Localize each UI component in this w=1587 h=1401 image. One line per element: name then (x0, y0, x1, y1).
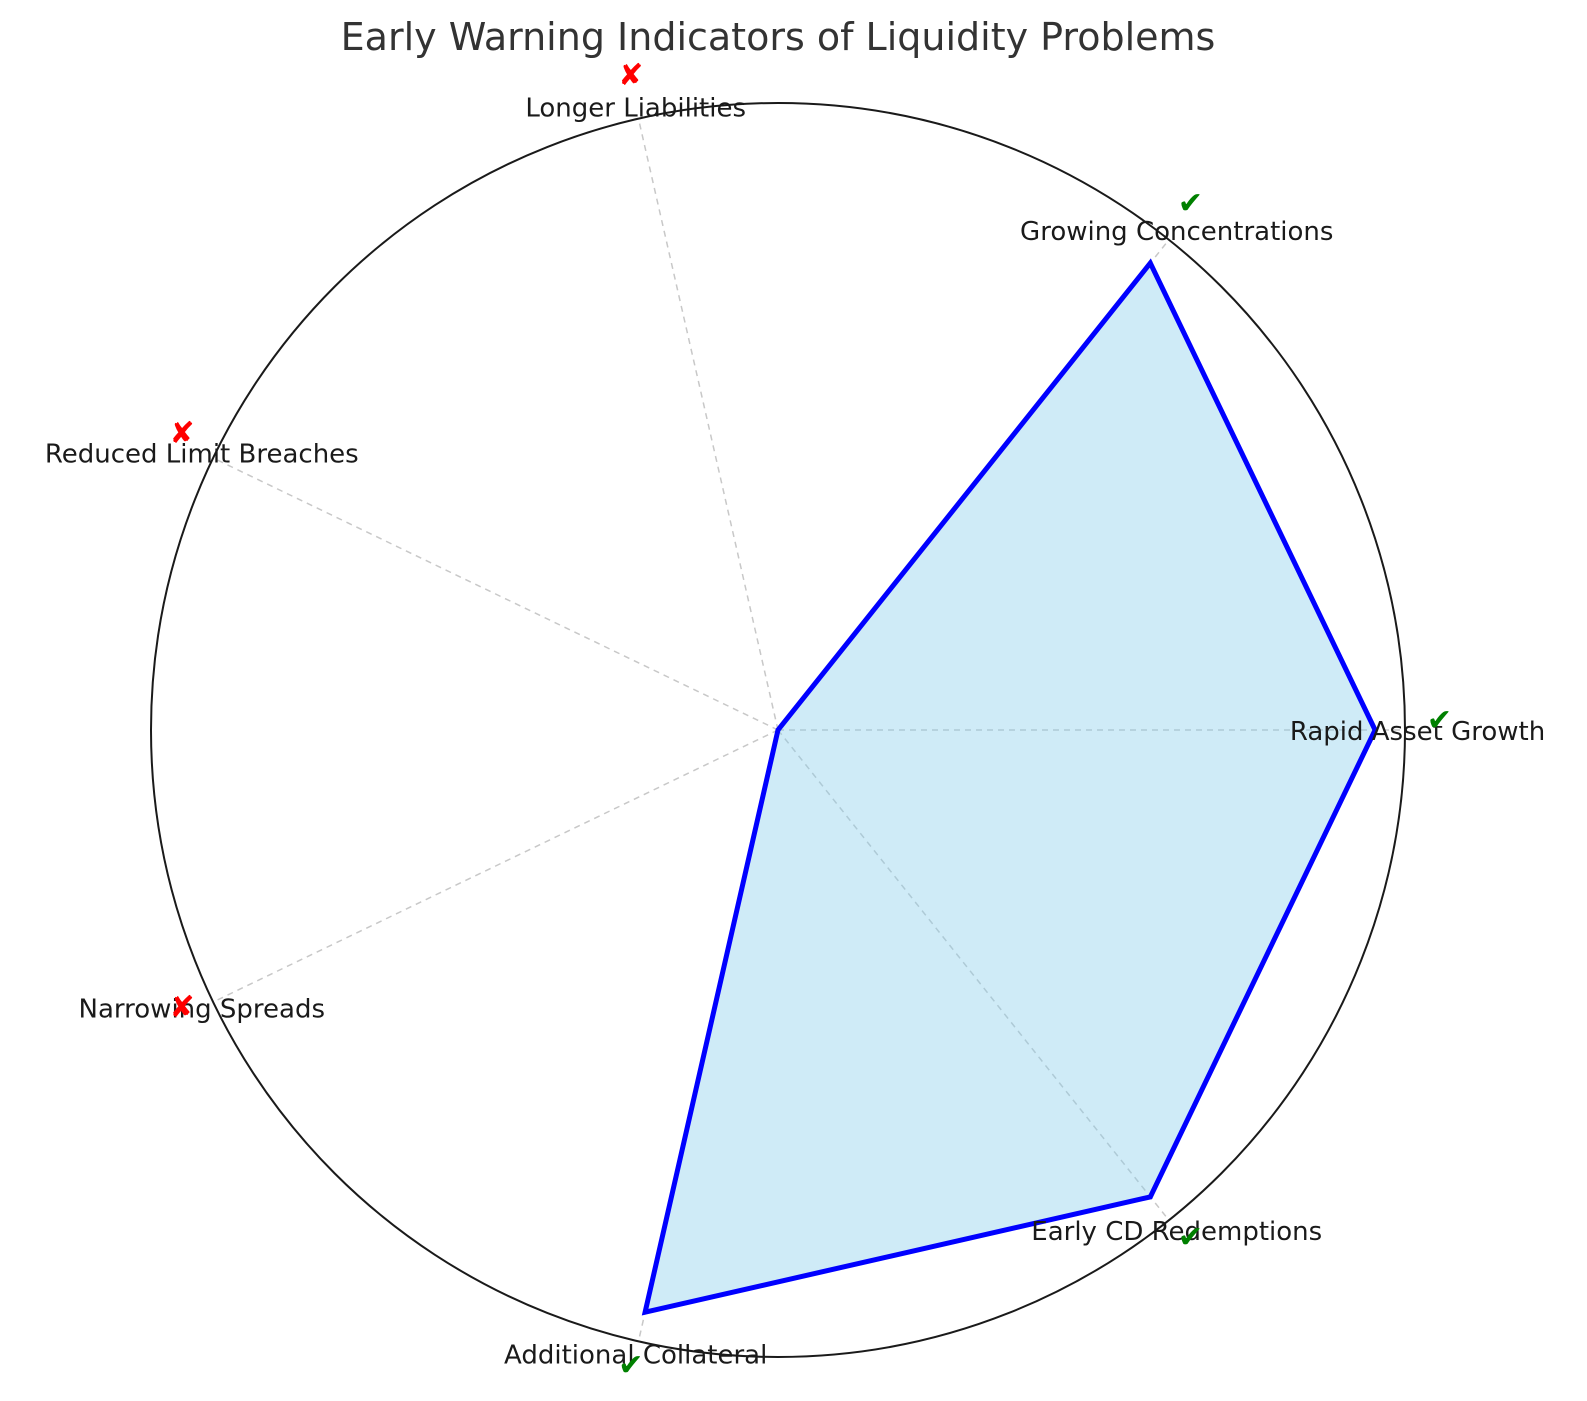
category-label-longer-liabilities: Longer Liabilities (525, 93, 746, 123)
grid-spoke-longer-liabilities (637, 118, 779, 731)
category-label-additional-collateral: Additional Collateral (504, 1341, 767, 1371)
grid-spoke-reduced-limit-breaches (212, 457, 779, 731)
cross-icon-narrowing-spreads: ✘ (169, 990, 194, 1025)
check-icon-rapid-asset-growth: ✔ (1427, 703, 1452, 738)
data-fill (645, 263, 1376, 1313)
category-label-early-cd-redemptions: Early CD Redemptions (1031, 1217, 1322, 1247)
outer-circle (150, 102, 1406, 1358)
cross-icon-longer-liabilities: ✘ (618, 58, 643, 93)
grid-spoke-early-cd-redemptions (777, 729, 1170, 1221)
chart-title: Early Warning Indicators of Liquidity Pr… (341, 15, 1216, 59)
cross-icon-reduced-limit-breaches: ✘ (169, 416, 194, 451)
category-label-rapid-asset-growth: Rapid Asset Growth (1290, 717, 1545, 747)
category-label-narrowing-spreads: Narrowing Spreads (79, 994, 325, 1024)
category-label-reduced-limit-breaches: Reduced Limit Breaches (45, 440, 359, 470)
data-area (641, 258, 1378, 1316)
grid-spoke-narrowing-spreads (212, 729, 779, 1003)
check-icon-growing-concentrations: ✔ (1178, 186, 1203, 221)
category-labels: Rapid Asset Growth Growing Concentrations… (45, 93, 1545, 1370)
check-icon-early-cd-redemptions: ✔ (1178, 1220, 1203, 1255)
check-icon-additional-collateral: ✔ (618, 1348, 643, 1383)
category-label-growing-concentrations: Growing Concentrations (1020, 217, 1333, 247)
data-series-line (641, 258, 1378, 1316)
indicator-markers: ✔ ✔ ✘ ✘ ✘ ✔ ✔ (169, 58, 1452, 1383)
